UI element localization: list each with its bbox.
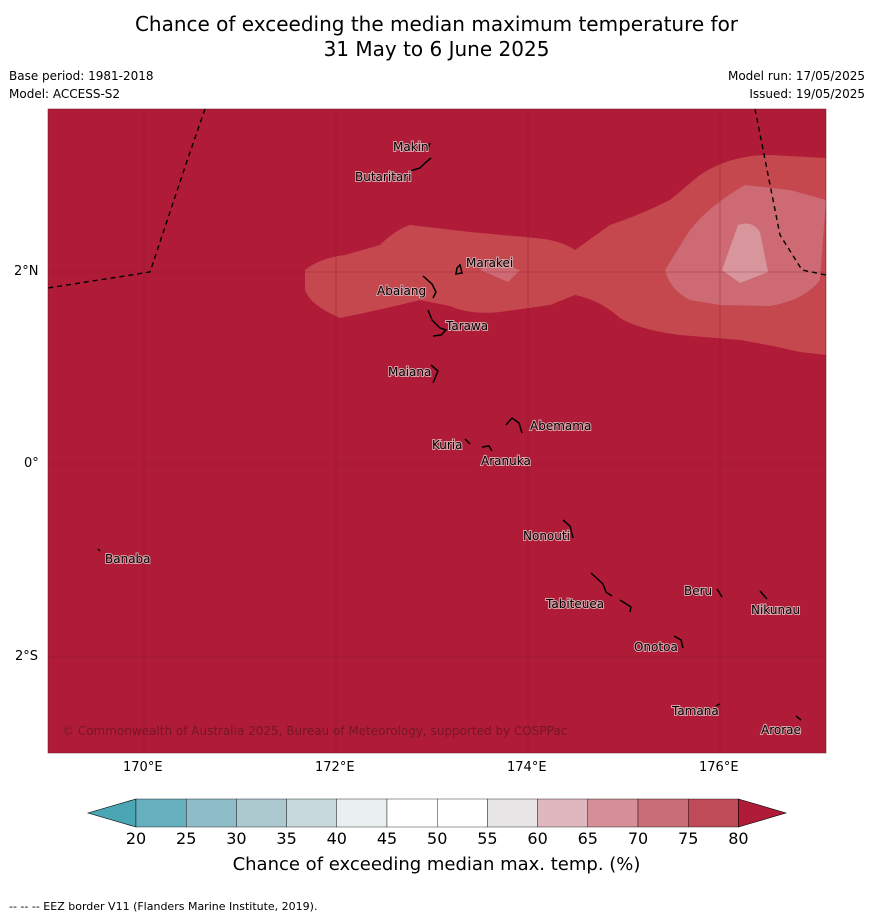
lon-label-176e: 176°E: [699, 760, 739, 775]
island-label-maiana: Maiana: [388, 365, 431, 379]
probability-band-70-75: [305, 155, 826, 355]
colorbar-tick-70: 70: [627, 829, 649, 848]
map-frame: [47, 108, 827, 754]
colorbar-segment-75-80: [688, 798, 739, 828]
colorbar-segment-45-50: [386, 798, 438, 828]
colorbar-tick-30: 30: [226, 829, 247, 848]
colorbar-segment-55-60: [487, 798, 538, 828]
colorbar-tick-60: 60: [527, 829, 548, 848]
chart-title: Chance of exceeding the median maximum t…: [0, 12, 873, 62]
eez-footnote: -- -- -- EEZ border V11 (Flanders Marine…: [9, 900, 318, 913]
lon-label-172e: 172°E: [315, 760, 355, 775]
lat-label-0: 0°: [24, 456, 39, 471]
island-label-banaba: Banaba: [105, 552, 151, 566]
island-label-beru: Beru: [684, 584, 712, 598]
colorbar-tick-55: 55: [477, 829, 498, 848]
colorbar-title: Chance of exceeding median max. temp. (%…: [232, 854, 641, 875]
island-labels: Makin Butaritari Marakei Abaiang Tarawa Maian…: [104, 139, 802, 738]
island-label-tabiteuea: Tabiteuea: [545, 597, 604, 611]
colorbar-segment-60-65: [537, 798, 588, 828]
probability-band-60-65: [722, 223, 768, 283]
island-label-marakei: Marakei: [466, 256, 513, 270]
lat-label-2n: 2°N: [14, 264, 39, 279]
graticule: [48, 109, 826, 753]
colorbar-segment-65-70: [587, 798, 639, 828]
colorbar-segment-25-30: [185, 798, 237, 828]
island-label-tamana: Tamana: [671, 704, 719, 718]
island-label-onotoa: Onotoa: [634, 640, 678, 654]
colorbar-segment-70-75: [637, 798, 689, 828]
colorbar-tick-45: 45: [376, 829, 398, 848]
colorbar-tick-35: 35: [276, 829, 297, 848]
colorbar-segment-35-40: [286, 798, 338, 828]
colorbar-segment-50-55: [437, 798, 488, 828]
copyright-notice: © Commonwealth of Australia 2025, Bureau…: [62, 724, 567, 738]
eez-border: [48, 109, 826, 289]
island-outlines: [97, 142, 802, 721]
meta-right: Model run: 17/05/2025 Issued: 19/05/2025: [728, 67, 865, 103]
island-label-tarawa: Tarawa: [445, 319, 488, 333]
island-label-abemama: Abemama: [530, 419, 591, 433]
meta-left: Base period: 1981-2018 Model: ACCESS-S2: [9, 67, 154, 103]
colorbar-tick-65: 65: [577, 829, 598, 848]
colorbar-tick-25: 25: [176, 829, 197, 848]
title-line-2: 31 May to 6 June 2025: [323, 37, 550, 61]
colorbar-over-arrow: [738, 798, 788, 828]
island-label-makin: Makin: [393, 140, 429, 154]
colorbar: [86, 798, 788, 828]
lon-label-170e: 170°E: [123, 760, 163, 775]
title-line-1: Chance of exceeding the median maximum t…: [134, 12, 739, 36]
island-label-aranuka: Aranuka: [481, 454, 531, 468]
colorbar-tick-50: 50: [427, 829, 448, 848]
island-label-nikunau: Nikunau: [751, 603, 800, 617]
colorbar-segment-40-45: [336, 798, 388, 828]
lon-label-174e: 174°E: [507, 760, 547, 775]
colorbar-tick-40: 40: [326, 829, 347, 848]
colorbar-tick-20: 20: [125, 829, 147, 848]
island-label-butaritari: Butaritari: [355, 170, 412, 184]
colorbar-segment-30-35: [236, 798, 287, 828]
colorbar-under-arrow: [86, 798, 137, 828]
island-label-arorae: Arorae: [761, 723, 801, 737]
lat-label-2s: 2°S: [15, 649, 39, 664]
colorbar-tick-80: 80: [728, 829, 749, 848]
map-area: Makin Butaritari Marakei Abaiang Tarawa Maian…: [48, 109, 826, 753]
issued-date: Issued: 19/05/2025: [749, 87, 865, 101]
island-label-abaiang: Abaiang: [377, 284, 426, 298]
island-label-kuria: Kuria: [432, 438, 463, 452]
model-name: Model: ACCESS-S2: [9, 87, 121, 101]
colorbar-segment-20-25: [135, 798, 187, 828]
base-period: Base period: 1981-2018: [9, 69, 154, 83]
colorbar-tick-75: 75: [678, 829, 699, 848]
model-run: Model run: 17/05/2025: [727, 69, 865, 83]
island-label-nonouti: Nonouti: [523, 529, 570, 543]
